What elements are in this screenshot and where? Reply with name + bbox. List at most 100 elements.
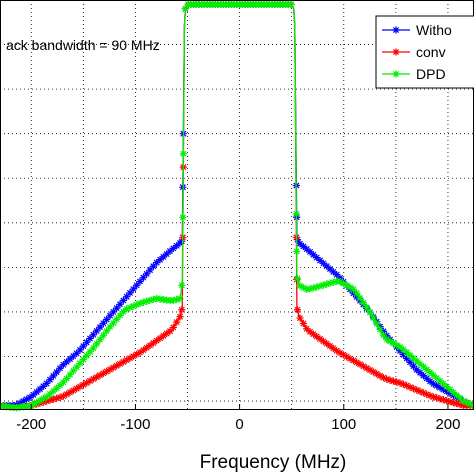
marker-point [333, 347, 341, 355]
marker-point [326, 279, 334, 287]
marker-point [376, 372, 384, 380]
marker-point [406, 351, 414, 359]
marker-point [379, 327, 387, 335]
marker-point [136, 299, 144, 307]
marker-point [439, 385, 447, 394]
marker-point [116, 360, 124, 368]
marker-point [69, 386, 77, 395]
marker-point [287, 0, 295, 9]
marker-point [49, 372, 57, 380]
marker-point [443, 387, 451, 396]
marker-point [136, 348, 144, 357]
marker-point [366, 308, 374, 316]
marker-point [343, 281, 351, 289]
marker-point [146, 266, 154, 274]
marker-point [313, 283, 321, 291]
marker-point [59, 392, 67, 400]
x-axis-label: Frequency (MHz) [200, 452, 347, 473]
marker-point [139, 274, 147, 282]
marker-point [433, 382, 441, 390]
marker-point [409, 354, 417, 362]
marker-point [313, 332, 321, 341]
marker-point [339, 351, 347, 359]
marker-point [89, 344, 97, 352]
marker-point [392, 70, 400, 78]
marker-point [26, 402, 34, 410]
marker-point [169, 244, 177, 252]
marker-point [73, 384, 81, 393]
marker-point [396, 379, 404, 387]
marker-point [443, 397, 451, 405]
marker-point [323, 339, 331, 348]
marker-point [29, 400, 37, 408]
marker-point [386, 337, 394, 345]
marker-point [93, 340, 101, 348]
marker-point [349, 285, 357, 293]
marker-point [429, 371, 437, 379]
series-layer [0, 0, 474, 412]
marker-point [429, 380, 437, 388]
marker-point [306, 328, 314, 336]
marker-point [416, 387, 424, 395]
marker-point [99, 369, 107, 377]
marker-point [36, 385, 44, 393]
marker-point [146, 341, 154, 349]
marker-point [423, 390, 431, 398]
marker-point [113, 362, 121, 370]
marker-point [53, 384, 61, 392]
marker-point [336, 349, 344, 357]
marker-point [119, 296, 127, 305]
marker-point [396, 347, 404, 355]
marker-point [303, 325, 311, 333]
marker-point [163, 250, 171, 258]
marker-point [19, 397, 27, 405]
marker-point [353, 358, 361, 367]
marker-point [466, 400, 474, 408]
marker-point [46, 396, 54, 404]
marker-point [439, 380, 447, 388]
marker-point [293, 306, 302, 314]
legend-entry: Witho [382, 22, 452, 38]
marker-point [123, 305, 131, 313]
marker-point [359, 362, 367, 370]
marker-point [169, 296, 177, 305]
marker-point [26, 393, 34, 401]
marker-point [119, 358, 127, 366]
marker-point [323, 262, 331, 270]
marker-point [149, 339, 157, 347]
marker-point [383, 375, 391, 383]
marker-point [113, 315, 121, 323]
marker-point [59, 378, 67, 386]
marker-point [129, 302, 137, 310]
marker-point [363, 364, 371, 372]
marker-point [86, 348, 94, 356]
marker-point [426, 377, 434, 385]
marker-point [319, 281, 327, 289]
marker-point [316, 282, 324, 290]
marker-point [46, 376, 54, 384]
marker-point [293, 247, 301, 255]
marker-point [329, 344, 337, 352]
marker-point [106, 323, 114, 331]
marker-point [178, 237, 186, 245]
marker-point [419, 371, 427, 380]
marker-point [179, 150, 187, 158]
marker-point [443, 383, 451, 391]
marker-point [89, 331, 97, 339]
marker-point [39, 395, 47, 403]
marker-point [293, 235, 302, 244]
marker-point [43, 379, 51, 388]
marker-point [449, 388, 457, 396]
marker-point [66, 371, 74, 379]
x-tick-label: 200 [435, 416, 460, 433]
marker-point [309, 284, 317, 292]
marker-point [106, 312, 114, 320]
marker-point [336, 274, 344, 282]
marker-point [146, 296, 154, 304]
legend-label: conv [416, 44, 446, 60]
marker-point [109, 308, 117, 316]
marker-point [56, 364, 64, 372]
marker-point [399, 380, 407, 388]
marker-point [29, 391, 37, 399]
marker-point [299, 283, 307, 292]
